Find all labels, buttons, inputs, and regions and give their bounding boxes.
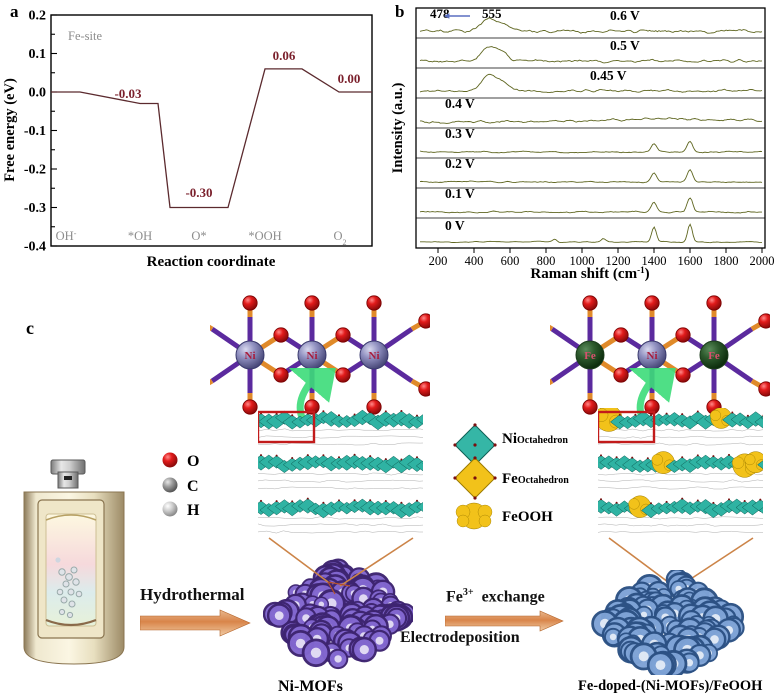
svg-text:FeOOH: FeOOH	[502, 509, 553, 525]
svg-text:-0.3: -0.3	[24, 201, 46, 216]
svg-text:Fe-site: Fe-site	[68, 29, 102, 43]
svg-text:0 V: 0 V	[445, 218, 465, 233]
svg-text:H: H	[187, 502, 200, 519]
svg-text:-0.03: -0.03	[114, 86, 142, 101]
svg-text:Ni: Ni	[307, 350, 318, 362]
svg-text:0.00: 0.00	[338, 71, 361, 86]
svg-text:-0.2: -0.2	[24, 163, 46, 178]
svg-text:O2: O2	[333, 229, 346, 247]
svg-text:NiOctahedron: NiOctahedron	[502, 431, 568, 447]
svg-text:C: C	[187, 478, 199, 495]
svg-text:0.1 V: 0.1 V	[445, 186, 475, 201]
svg-text:*OOH: *OOH	[248, 229, 281, 243]
svg-text:200: 200	[429, 254, 448, 268]
svg-text:0.1: 0.1	[29, 47, 47, 62]
svg-text:FeOctahedron: FeOctahedron	[502, 471, 569, 487]
svg-text:Free energy (eV): Free energy (eV)	[2, 78, 18, 182]
svg-text:0.2: 0.2	[29, 9, 47, 24]
svg-text:-0.30: -0.30	[185, 185, 212, 200]
svg-text:0.5 V: 0.5 V	[610, 38, 640, 53]
svg-text:0.0: 0.0	[29, 86, 47, 101]
svg-text:Ni: Ni	[245, 350, 256, 362]
svg-text:Intensity (a.u.): Intensity (a.u.)	[390, 83, 406, 174]
svg-text:400: 400	[465, 254, 484, 268]
svg-text:-0.4: -0.4	[24, 240, 46, 255]
svg-text:O*: O*	[191, 229, 206, 243]
svg-text:1800: 1800	[714, 254, 739, 268]
svg-text:Reaction coordinate: Reaction coordinate	[147, 254, 276, 270]
svg-text:Fe: Fe	[708, 350, 720, 362]
svg-text:O: O	[187, 453, 199, 470]
svg-text:*OH: *OH	[128, 229, 152, 243]
svg-text:Ni: Ni	[647, 350, 658, 362]
svg-text:0.45 V: 0.45 V	[590, 68, 627, 83]
svg-text:OH-: OH-	[56, 229, 77, 244]
svg-text:555: 555	[482, 6, 502, 21]
svg-text:478: 478	[430, 6, 450, 21]
svg-text:0.6 V: 0.6 V	[610, 8, 640, 23]
svg-text:2000: 2000	[750, 254, 775, 268]
svg-text:-0.1: -0.1	[24, 124, 46, 139]
svg-text:Ni: Ni	[369, 350, 380, 362]
svg-text:0.3 V: 0.3 V	[445, 126, 475, 141]
svg-text:1600: 1600	[678, 254, 703, 268]
svg-text:600: 600	[501, 254, 520, 268]
svg-text:Fe: Fe	[584, 350, 596, 362]
svg-text:0.06: 0.06	[273, 48, 296, 63]
svg-text:Raman shift (cm-1): Raman shift (cm-1)	[530, 265, 649, 282]
svg-text:0.4 V: 0.4 V	[445, 96, 475, 111]
svg-text:0.2 V: 0.2 V	[445, 156, 475, 171]
